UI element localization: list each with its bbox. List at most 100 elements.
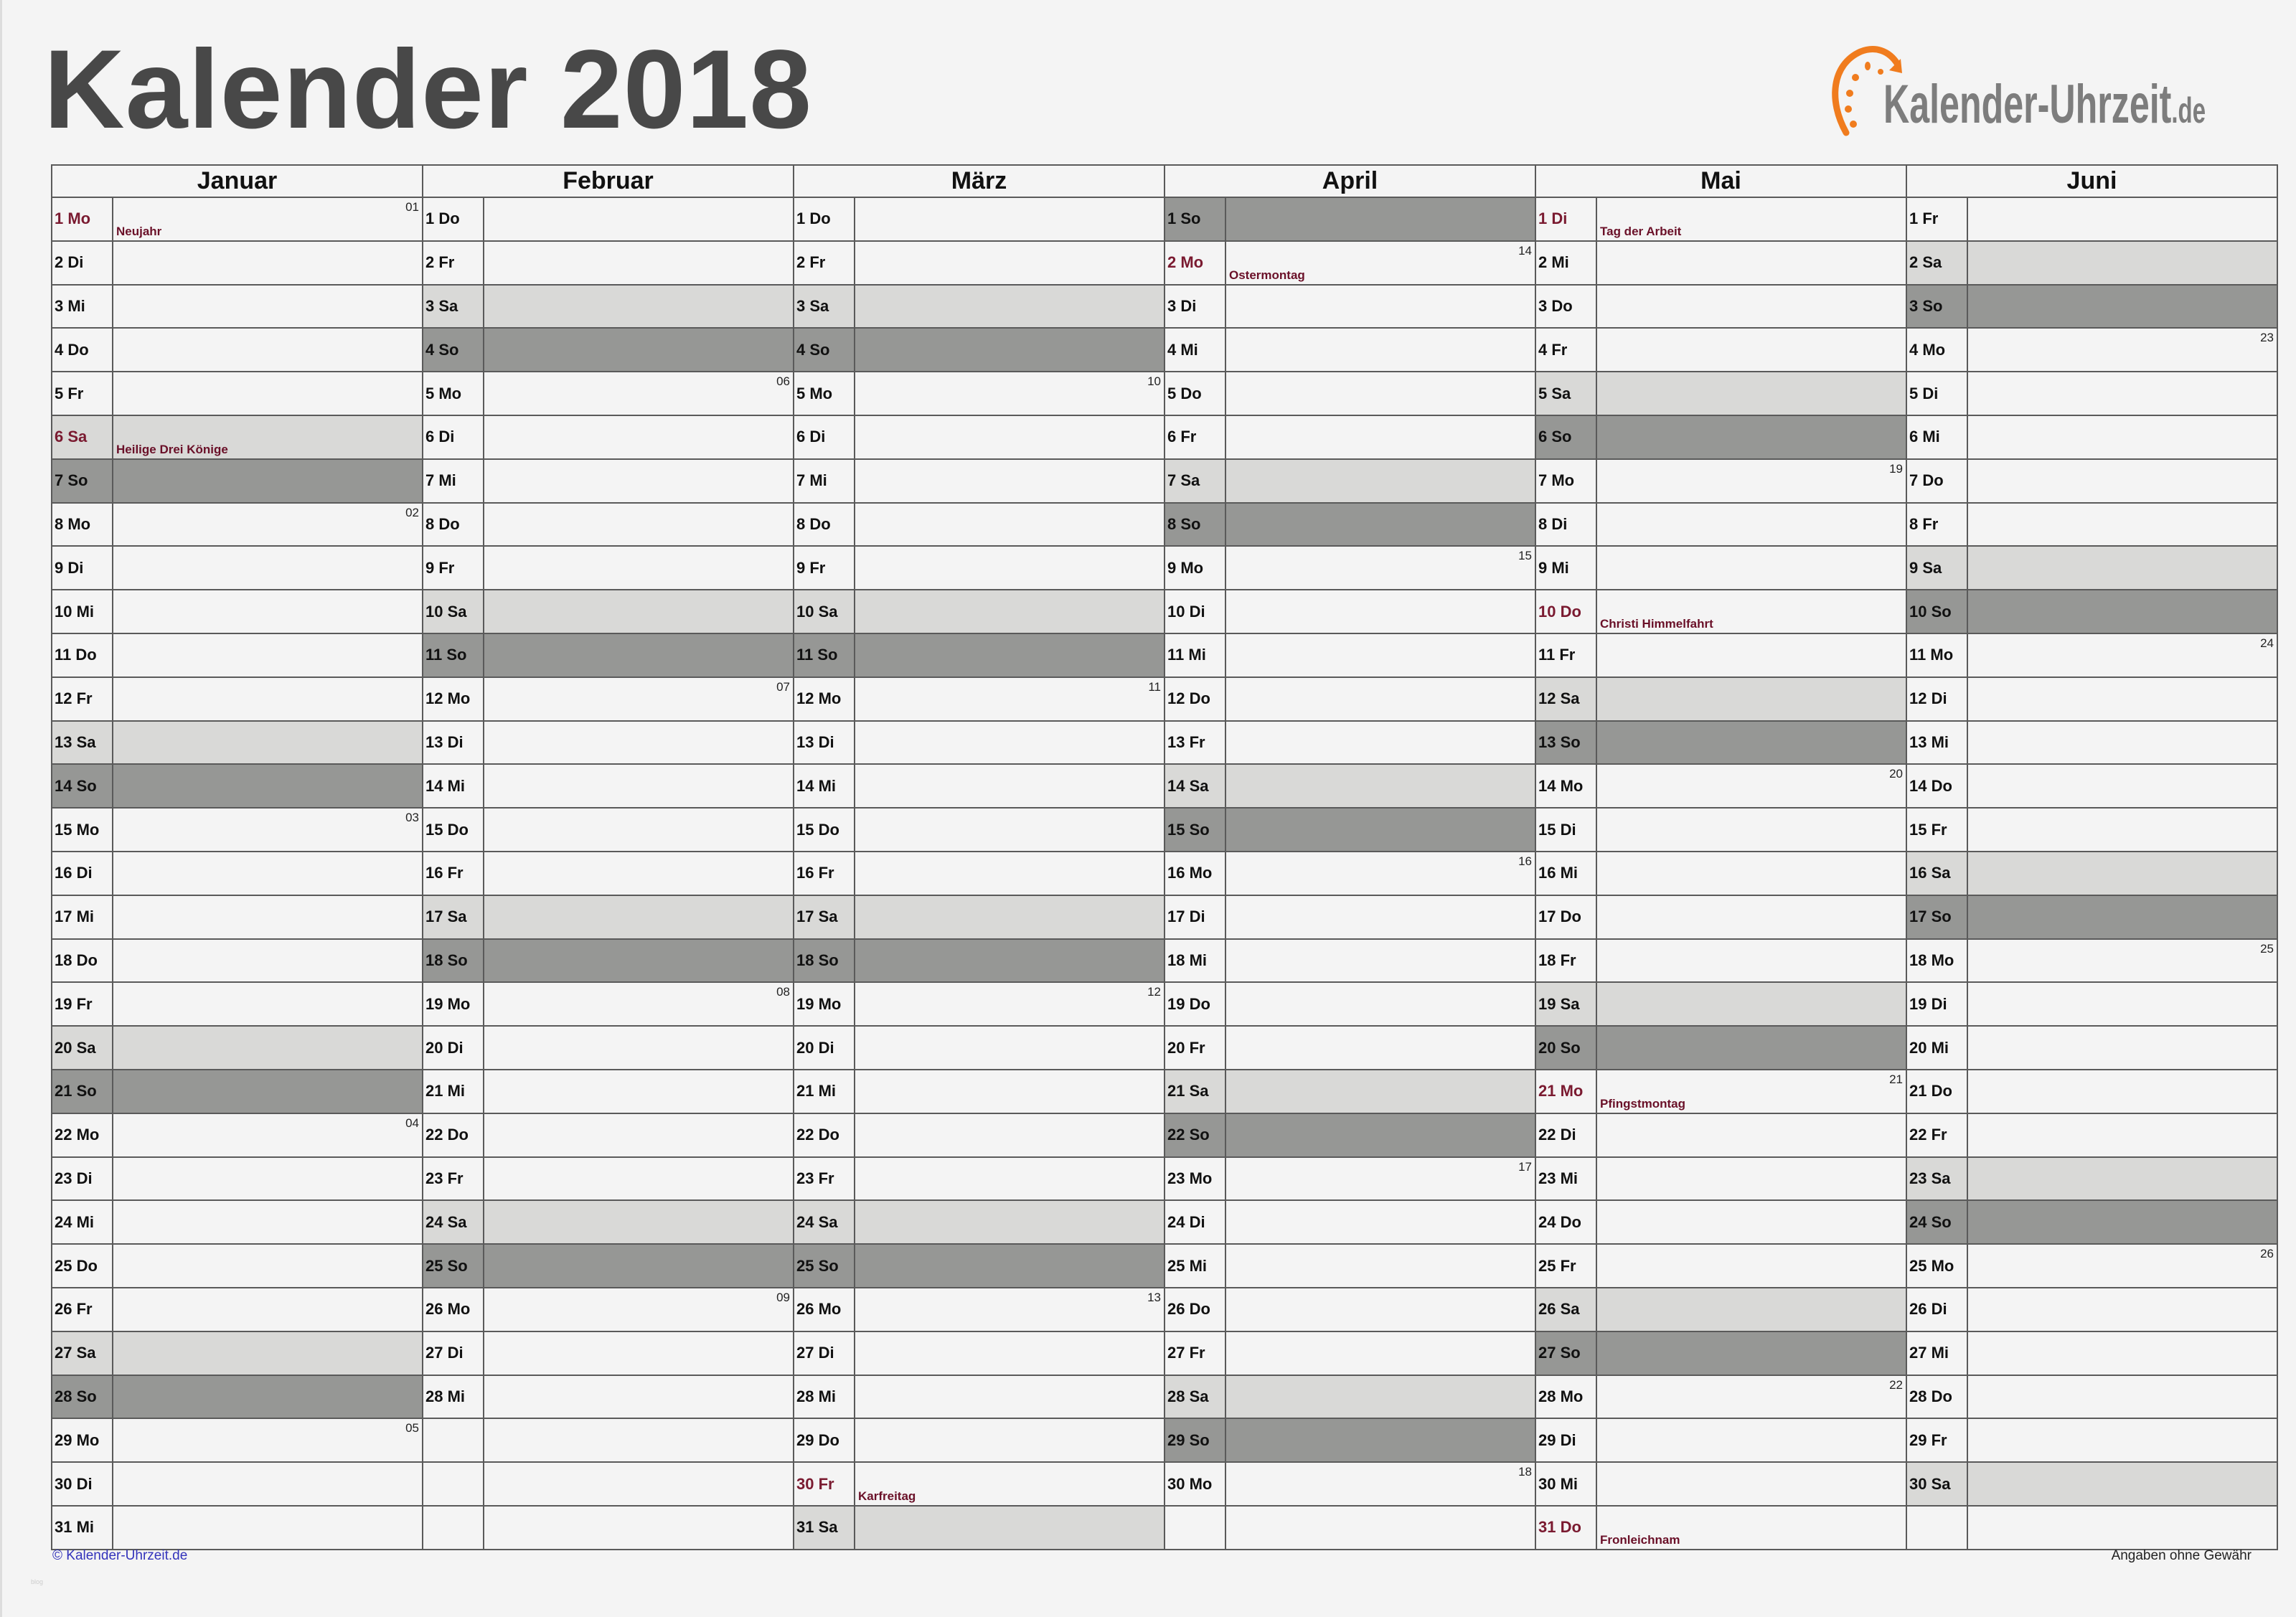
day-note-cell[interactable] (483, 589, 794, 634)
day-note-cell[interactable]: 22 (1596, 1374, 1907, 1420)
day-note-cell[interactable] (112, 458, 423, 504)
day-note-cell[interactable] (1225, 1025, 1536, 1070)
day-note-cell[interactable] (1225, 1504, 1536, 1550)
day-note-cell[interactable] (1596, 981, 1907, 1027)
day-note-cell[interactable] (112, 1504, 423, 1550)
copyright-link[interactable]: © Kalender-Uhrzeit.de (52, 1548, 188, 1563)
day-note-cell[interactable] (854, 1025, 1165, 1070)
day-note-cell[interactable] (854, 458, 1165, 504)
day-note-cell[interactable] (483, 1461, 794, 1507)
day-note-cell[interactable] (483, 240, 794, 286)
day-note-cell[interactable] (483, 1418, 794, 1463)
day-note-cell[interactable] (112, 676, 423, 722)
day-note-cell[interactable] (1967, 1461, 2278, 1507)
day-note-cell[interactable] (483, 458, 794, 504)
day-note-cell[interactable] (1967, 1504, 2278, 1550)
day-note-cell[interactable] (1967, 1156, 2278, 1202)
day-note-cell[interactable] (1596, 371, 1907, 416)
day-note-cell[interactable] (1967, 1418, 2278, 1463)
day-note-cell[interactable]: 23 (1967, 327, 2278, 373)
day-note-cell[interactable] (1225, 807, 1536, 852)
day-note-cell[interactable] (112, 1199, 423, 1245)
day-note-cell[interactable] (1967, 414, 2278, 460)
day-note-cell[interactable]: Pfingstmontag 21 (1596, 1068, 1907, 1114)
day-note-cell[interactable] (1967, 1199, 2278, 1245)
day-note-cell[interactable]: Heilige Drei Könige (112, 414, 423, 460)
day-note-cell[interactable] (854, 283, 1165, 329)
day-note-cell[interactable] (1596, 807, 1907, 852)
day-note-cell[interactable] (1967, 720, 2278, 765)
day-note-cell[interactable] (1225, 283, 1536, 329)
day-note-cell[interactable] (1225, 371, 1536, 416)
day-note-cell[interactable] (112, 1374, 423, 1420)
day-note-cell[interactable] (483, 501, 794, 547)
day-note-cell[interactable] (854, 807, 1165, 852)
day-note-cell[interactable] (483, 414, 794, 460)
day-note-cell[interactable] (483, 850, 794, 896)
day-note-cell[interactable]: 08 (483, 981, 794, 1027)
day-note-cell[interactable] (1967, 850, 2278, 896)
day-note-cell[interactable] (1596, 240, 1907, 286)
day-note-cell[interactable] (854, 589, 1165, 634)
day-note-cell[interactable] (1225, 197, 1536, 242)
day-note-cell[interactable] (112, 1461, 423, 1507)
day-note-cell[interactable]: 10 (854, 371, 1165, 416)
day-note-cell[interactable] (1967, 676, 2278, 722)
day-note-cell[interactable] (483, 632, 794, 678)
day-note-cell[interactable] (1596, 1156, 1907, 1202)
day-note-cell[interactable] (112, 720, 423, 765)
day-note-cell[interactable] (483, 1156, 794, 1202)
day-note-cell[interactable]: 17 (1225, 1156, 1536, 1202)
day-note-cell[interactable] (854, 1504, 1165, 1550)
day-note-cell[interactable] (854, 1243, 1165, 1288)
day-note-cell[interactable]: 06 (483, 371, 794, 416)
day-note-cell[interactable] (1596, 720, 1907, 765)
day-note-cell[interactable] (854, 414, 1165, 460)
day-note-cell[interactable]: 11 (854, 676, 1165, 722)
day-note-cell[interactable] (112, 938, 423, 984)
day-note-cell[interactable]: Fronleichnam (1596, 1504, 1907, 1550)
day-note-cell[interactable] (1225, 676, 1536, 722)
day-note-cell[interactable] (1596, 1330, 1907, 1376)
day-note-cell[interactable] (1596, 1199, 1907, 1245)
day-note-cell[interactable] (112, 1286, 423, 1332)
day-note-cell[interactable] (1596, 501, 1907, 547)
day-note-cell[interactable] (1225, 414, 1536, 460)
day-note-cell[interactable]: 05 (112, 1418, 423, 1463)
day-note-cell[interactable]: 19 (1596, 458, 1907, 504)
day-note-cell[interactable] (483, 938, 794, 984)
day-note-cell[interactable] (483, 283, 794, 329)
day-note-cell[interactable] (1967, 1112, 2278, 1158)
day-note-cell[interactable]: 26 (1967, 1243, 2278, 1288)
day-note-cell[interactable] (112, 1025, 423, 1070)
day-note-cell[interactable] (854, 1156, 1165, 1202)
day-note-cell[interactable] (1967, 371, 2278, 416)
day-note-cell[interactable] (1225, 1286, 1536, 1332)
day-note-cell[interactable] (112, 763, 423, 809)
day-note-cell[interactable] (1596, 1418, 1907, 1463)
day-note-cell[interactable]: 04 (112, 1112, 423, 1158)
day-note-cell[interactable]: 20 (1596, 763, 1907, 809)
day-note-cell[interactable] (1967, 197, 2278, 242)
day-note-cell[interactable] (854, 197, 1165, 242)
day-note-cell[interactable] (854, 501, 1165, 547)
day-note-cell[interactable] (1225, 589, 1536, 634)
day-note-cell[interactable] (483, 1199, 794, 1245)
day-note-cell[interactable] (1967, 1330, 2278, 1376)
day-note-cell[interactable]: 02 (112, 501, 423, 547)
day-note-cell[interactable] (1967, 763, 2278, 809)
day-note-cell[interactable]: Tag der Arbeit (1596, 197, 1907, 242)
day-note-cell[interactable]: Neujahr 01 (112, 197, 423, 242)
day-note-cell[interactable] (1225, 894, 1536, 940)
day-note-cell[interactable] (854, 938, 1165, 984)
day-note-cell[interactable] (1596, 1461, 1907, 1507)
day-note-cell[interactable] (1596, 632, 1907, 678)
day-note-cell[interactable]: Ostermontag 14 (1225, 240, 1536, 286)
day-note-cell[interactable] (854, 240, 1165, 286)
day-note-cell[interactable] (483, 1025, 794, 1070)
day-note-cell[interactable] (112, 283, 423, 329)
day-note-cell[interactable] (854, 1330, 1165, 1376)
day-note-cell[interactable] (1225, 1418, 1536, 1463)
day-note-cell[interactable] (112, 545, 423, 591)
day-note-cell[interactable] (1967, 283, 2278, 329)
